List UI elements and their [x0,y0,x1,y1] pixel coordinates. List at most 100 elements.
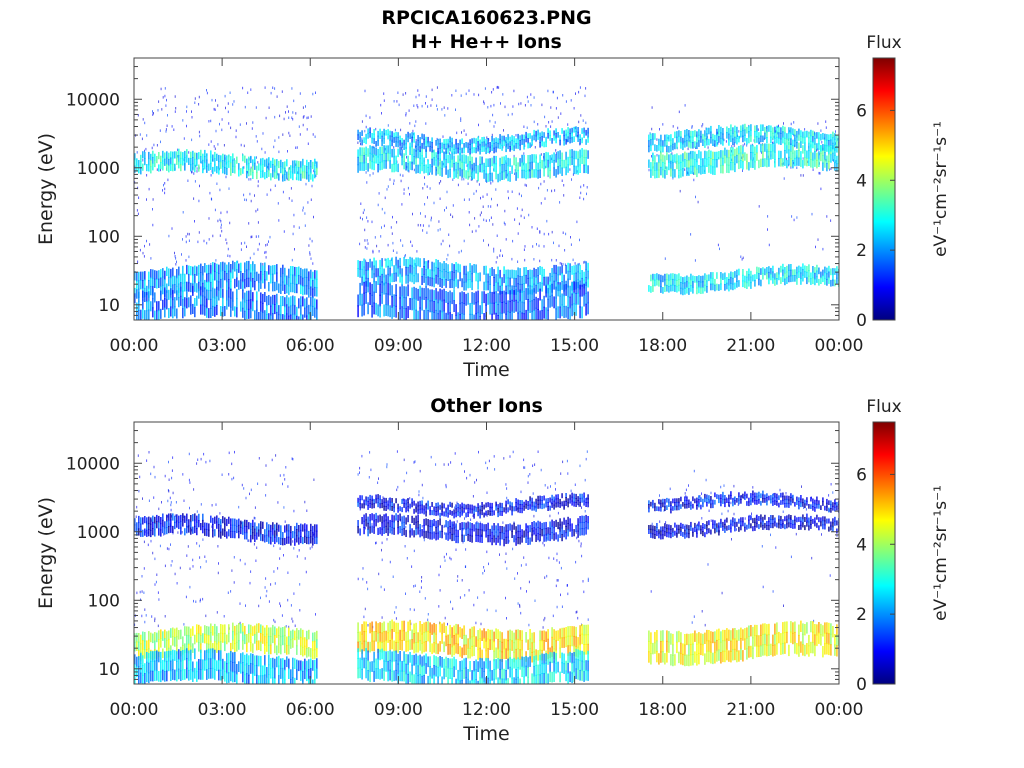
band-cell [449,519,451,527]
band-cell [437,520,439,528]
band-cell [316,161,318,169]
speckle [369,174,371,177]
band-cell [310,166,312,174]
speckle [422,496,424,500]
band-cell [156,521,158,529]
band-cell [449,312,451,320]
band-cell [652,273,654,281]
speckle [567,123,569,126]
band-cell [220,287,222,298]
band-cell [144,271,146,281]
speckle [584,478,586,482]
speckle [468,89,470,92]
band-cell [166,520,168,528]
speckle [255,106,257,109]
speckle [357,473,359,476]
band-cell [553,152,555,161]
speckle [225,106,226,110]
band-cell [284,537,286,546]
band-cell [216,272,218,282]
speckle [540,468,542,472]
band-cell [581,306,583,319]
speckle [793,133,795,137]
speckle [483,239,484,242]
band-cell [471,273,473,283]
band-cell [194,152,196,160]
band-cell [744,281,746,289]
band-cell [511,269,513,279]
band-cell [419,296,421,309]
band-cell [435,259,437,268]
speckle [548,121,550,124]
band-cell [682,153,684,162]
band-cell [579,157,581,166]
band-cell [170,157,172,165]
speckle [701,610,703,613]
band-cell [688,167,690,176]
band-cell [393,503,395,509]
speckle [291,457,293,460]
speckle [533,258,535,261]
speckle [578,90,580,94]
band-cell [288,173,290,181]
speckle [174,95,176,98]
band-cell [242,281,244,291]
band-cell [292,274,294,284]
band-cell [391,520,393,529]
band-cell [210,515,212,523]
band-cell [437,165,439,175]
band-cell [561,152,563,161]
band-cell [662,140,664,147]
band-cell [503,532,505,541]
speckle [508,539,510,543]
band-cell [573,265,575,275]
band-cell [365,161,367,171]
band-cell [198,264,200,275]
band-cell [696,153,698,163]
band-cell [443,511,445,517]
band-cell [559,150,561,159]
band-cell [264,535,266,543]
band-cell [758,267,760,274]
band-cell [405,147,407,156]
band-cell [585,139,587,145]
speckle [659,128,660,131]
speckle [276,95,278,98]
band-cell [467,527,469,535]
speckle [523,125,525,128]
band-cell [533,521,535,529]
band-cell [308,530,310,539]
speckle [421,580,422,583]
band-cell [760,279,762,287]
band-cell [551,283,553,296]
speckle [438,182,440,185]
band-cell [421,529,423,537]
speckle [366,181,368,184]
band-cell [146,285,148,296]
band-cell [407,259,409,268]
band-cell [762,272,764,280]
band-cell [359,260,361,270]
band-cell [776,272,778,279]
speckle [386,463,388,466]
band-cell [300,305,302,316]
speckle [466,164,468,167]
speckle [488,151,490,154]
band-cell [481,506,483,511]
band-cell [391,273,393,283]
speckle [384,196,386,200]
speckle [443,555,445,559]
band-cell [304,276,306,287]
band-cell [284,267,286,278]
band-cell [234,278,236,289]
band-cell [495,163,497,172]
band-cell [806,157,808,167]
speckle [445,483,447,487]
band-cell [433,157,435,166]
speckle [511,190,513,193]
speckle [507,190,509,193]
band-cell [714,151,716,161]
band-cell [196,295,198,306]
band-cell [547,287,549,300]
